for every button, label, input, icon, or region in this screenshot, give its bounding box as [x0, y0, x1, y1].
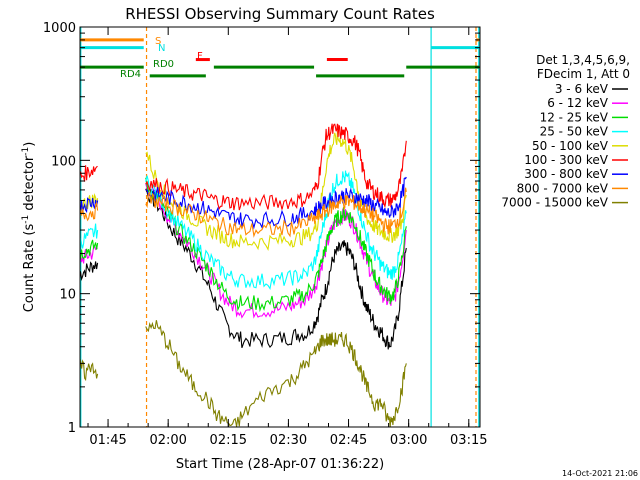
series-line-6: [80, 176, 407, 230]
y-tick-label-3: 1000: [43, 21, 76, 36]
x-tick-label-1: 02:00: [149, 433, 186, 448]
legend-label-3: 25 - 50 keV: [540, 125, 609, 139]
y-tick-label-2: 100: [51, 154, 76, 169]
series-line-0: [80, 188, 407, 350]
x-tick-label-6: 03:15: [450, 433, 487, 448]
legend-label-6: 300 - 800 keV: [524, 167, 608, 181]
legend-header-decimation: FDecim 1, Att 0: [537, 67, 630, 81]
legend-label-4: 50 - 100 keV: [532, 139, 609, 153]
legend-label-2: 12 - 25 keV: [540, 110, 609, 124]
state-label-3: RD0: [153, 59, 174, 70]
legend-header-detectors: Det 1,3,4,5,6,9,: [536, 53, 630, 67]
state-label-2: F: [197, 51, 203, 62]
state-label-1: N: [158, 43, 165, 54]
y-tick-label-0: 1: [68, 421, 76, 436]
axes: SN F RD0 RD4 01:45 02:00 02:15 02:30 02:45 03:00 0…: [43, 21, 488, 448]
series-line-8: [80, 320, 407, 427]
plot-area: [80, 27, 480, 427]
x-tick-label-0: 01:45: [89, 433, 126, 448]
series-line-2: [80, 177, 407, 313]
state-label-0: S: [155, 36, 161, 47]
legend-label-7: 800 - 7000 keV: [517, 181, 609, 195]
plot-frame: [79, 26, 481, 428]
x-tick-label-2: 02:15: [210, 433, 247, 448]
legend-label-1: 6 - 12 keV: [547, 96, 609, 110]
state-label-4: RD4: [120, 69, 141, 80]
y-axis-label: Count Rate (s-1 detector-1): [21, 142, 37, 313]
x-tick-label-5: 03:00: [390, 433, 427, 448]
chart-title: RHESSI Observing Summary Count Rates: [125, 5, 435, 23]
series-line-7: [80, 187, 407, 238]
x-axis-label: Start Time (28-Apr-07 01:36:22): [176, 457, 384, 472]
footer-timestamp: 14-Oct-2021 21:06: [562, 469, 638, 478]
legend-label-0: 3 - 6 keV: [555, 82, 609, 96]
y-tick-label-1: 10: [59, 288, 76, 303]
series-line-3: [80, 170, 407, 290]
legend-label-5: 100 - 300 keV: [524, 153, 608, 167]
legend-label-8: 7000 - 15000 keV: [501, 196, 608, 210]
legend: Det 1,3,4,5,6,9, FDecim 1, Att 0 3 - 6 k…: [501, 53, 630, 210]
x-tick-label-3: 02:30: [270, 433, 307, 448]
x-tick-label-4: 02:45: [330, 433, 367, 448]
